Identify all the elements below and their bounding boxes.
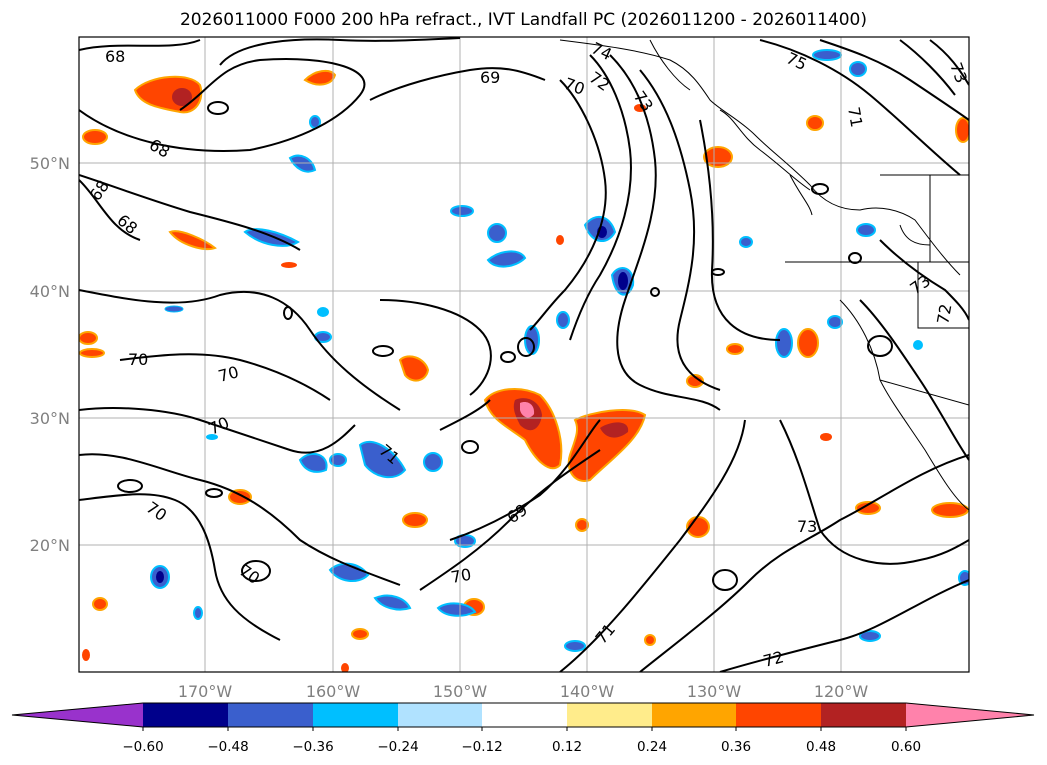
colorbar-tick-label: −0.60	[122, 739, 163, 755]
colorbar-tick-label: 0.36	[721, 739, 751, 755]
lon-label-130w: 130°W	[687, 682, 742, 701]
lon-label-150w: 150°W	[433, 682, 488, 701]
colorbar-tick-label: −0.48	[207, 739, 248, 755]
colorbar-extend-high	[906, 703, 1034, 727]
colorbar-segment	[482, 703, 567, 727]
map-content: 68 68 68 68 69 70 72 73 74 75 73 71 70 7…	[79, 37, 971, 672]
colorbar-tick-label: 0.12	[552, 739, 582, 755]
colorbar-extend-low	[12, 703, 143, 727]
contour-label: 72	[761, 647, 786, 671]
colorbar-segment	[652, 703, 736, 727]
colorbar-segment	[567, 703, 652, 727]
contour-label: 70	[128, 350, 148, 369]
colorbar-segment	[736, 703, 821, 727]
colorbar-tick-label: 0.60	[891, 739, 921, 755]
colorbar-ticks	[142, 727, 907, 731]
lon-label-170w: 170°W	[178, 682, 233, 701]
contour-label: 68	[105, 47, 125, 66]
colorbar-tick-label: −0.24	[377, 739, 418, 755]
contour-label: 71	[844, 105, 866, 128]
lon-label-120w: 120°W	[814, 682, 869, 701]
latitude-labels: 50°N 40°N 30°N 20°N	[30, 154, 70, 555]
colorbar-segment	[821, 703, 906, 727]
coastlines	[559, 39, 969, 511]
lat-label-20n: 20°N	[30, 536, 70, 555]
positive-anomaly-shading	[79, 69, 969, 672]
refractivity-contours	[79, 37, 969, 672]
contour-label: 69	[480, 68, 500, 87]
colorbar-segment	[228, 703, 313, 727]
colorbar-segment	[313, 703, 398, 727]
contour-label: 73	[946, 60, 971, 86]
contour-label: 73	[797, 517, 817, 536]
colorbar-tick-label: 0.48	[806, 739, 836, 755]
lat-label-50n: 50°N	[30, 154, 70, 173]
map-frame	[78, 36, 970, 673]
small-contour-loops	[117, 101, 893, 591]
colorbar-segment	[398, 703, 482, 727]
lat-label-40n: 40°N	[30, 282, 70, 301]
lat-label-30n: 30°N	[30, 409, 70, 428]
contour-label: 70	[449, 565, 472, 587]
colorbar-tick-label: −0.12	[461, 739, 502, 755]
plot-title: 2026011000 F000 200 hPa refract., IVT La…	[179, 10, 867, 30]
lon-label-140w: 140°W	[560, 682, 615, 701]
colorbar-tick-label: −0.36	[292, 739, 333, 755]
longitude-labels: 170°W 160°W 150°W 140°W 130°W 120°W	[178, 682, 869, 701]
contour-label: 70	[216, 362, 241, 386]
contour-label: 72	[933, 302, 955, 325]
colorbar-segment	[143, 703, 228, 727]
colorbar: −0.60 −0.48 −0.36 −0.24 −0.12 0.12 0.24 …	[11, 702, 1035, 755]
lon-label-160w: 160°W	[306, 682, 361, 701]
colorbar-tick-label: 0.24	[637, 739, 667, 755]
map-background	[79, 37, 969, 672]
